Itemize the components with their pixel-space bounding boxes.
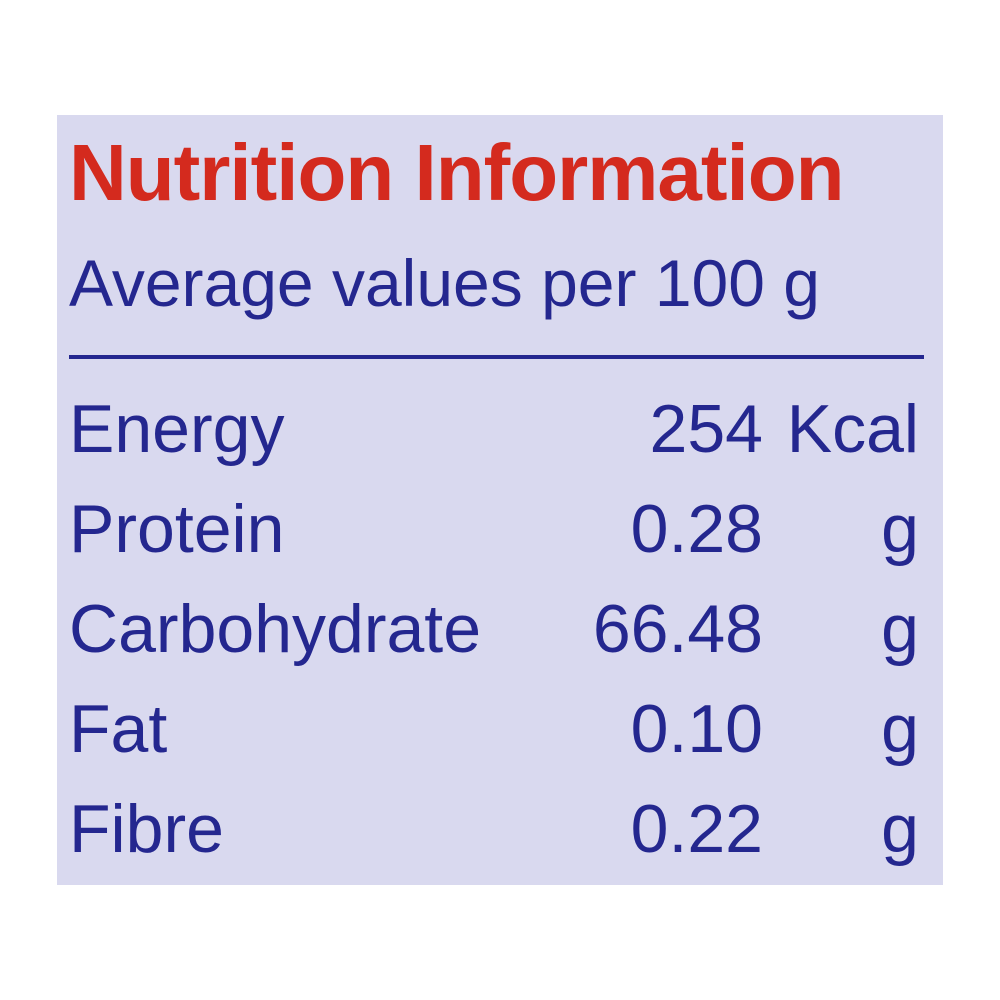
nutrient-unit: g xyxy=(881,791,919,867)
nutrient-unit: Kcal xyxy=(786,391,919,467)
divider xyxy=(69,355,924,359)
nutrient-value: 0.22 xyxy=(630,791,763,867)
label-panel: Nutrition Information Average values per… xyxy=(57,115,943,885)
nutrient-value: 66.48 xyxy=(592,591,763,667)
title: Nutrition Information xyxy=(69,128,844,217)
nutrient-name: Fat xyxy=(69,691,168,767)
nutrient-name: Protein xyxy=(69,491,285,567)
subtitle: Average values per 100 g xyxy=(69,246,820,320)
nutrient-value: 254 xyxy=(649,391,763,467)
nutrient-name: Carbohydrate xyxy=(69,591,482,667)
nutrient-name: Energy xyxy=(69,391,285,467)
nutrient-unit: g xyxy=(881,691,919,767)
nutrient-unit: g xyxy=(881,491,919,567)
nutrient-value: 0.10 xyxy=(630,691,763,767)
nutrient-value: 0.28 xyxy=(630,491,763,567)
nutrient-name: Fibre xyxy=(69,791,224,867)
nutrient-unit: g xyxy=(881,591,919,667)
